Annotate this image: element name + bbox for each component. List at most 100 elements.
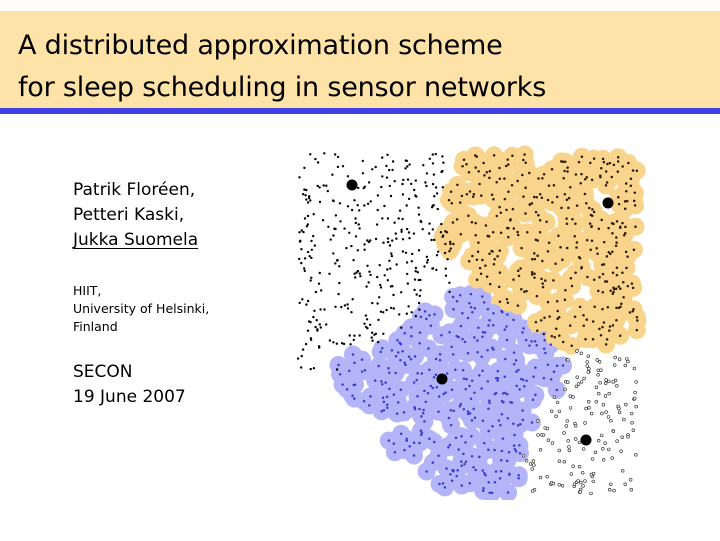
sensor-node (584, 337, 587, 341)
sensor-node (464, 460, 468, 464)
sensor-node (443, 251, 447, 255)
sensor-node (432, 204, 435, 207)
sensor-node (490, 491, 494, 495)
sensor-node (353, 397, 356, 400)
sensor-node (462, 158, 466, 162)
sensor-node (621, 165, 624, 168)
sensor-node (460, 194, 464, 198)
sensor-node (534, 210, 538, 214)
sensor-node (310, 248, 313, 251)
sensor-node (394, 371, 397, 375)
sensor-node (432, 375, 436, 379)
sensor-node (503, 328, 507, 331)
sensor-node (465, 378, 468, 381)
sensor-node (482, 301, 486, 304)
sensor-node (480, 387, 483, 390)
sensor-node (504, 164, 508, 168)
sensor-node (478, 374, 481, 377)
sensor-node (499, 459, 503, 462)
sensor-node (554, 414, 558, 418)
sensor-node (631, 310, 635, 313)
sensor-node (338, 202, 342, 205)
sensor-node (326, 189, 329, 193)
sensor-node (528, 344, 531, 347)
sensor-node (503, 391, 507, 395)
sensor-node (542, 332, 546, 336)
sensor-node (417, 213, 421, 216)
sensor-node (408, 445, 411, 448)
sensor-node (449, 247, 453, 250)
sensor-node (501, 437, 505, 440)
sensor-node (380, 410, 383, 413)
sensor-node (568, 324, 572, 327)
sensor-node (417, 301, 421, 305)
sensor-node (298, 240, 302, 243)
sensor-node (479, 272, 483, 276)
sensor-node (378, 296, 381, 299)
sensor-node (535, 195, 538, 199)
sensor-node (492, 263, 496, 266)
sensor-node (533, 257, 537, 261)
sensor-node (441, 235, 444, 238)
sensor-node (470, 419, 474, 422)
sensor-node (392, 393, 396, 396)
sensor-node (366, 264, 369, 267)
sensor-node (470, 455, 474, 458)
sensor-node (321, 219, 325, 222)
sensor-node (615, 236, 618, 239)
sensor-node (385, 308, 388, 312)
sensor-node (312, 234, 315, 238)
sensor-node (438, 358, 442, 362)
sensor-node (336, 165, 340, 169)
sensor-node (475, 155, 479, 158)
sensor-node (634, 453, 638, 457)
sensor-node (602, 160, 606, 164)
sensor-node (366, 202, 370, 205)
sensor-node (483, 331, 487, 334)
sensor-node (601, 447, 605, 451)
sensor-node (448, 331, 451, 334)
sensor-node (348, 231, 351, 234)
sensor-node (517, 368, 520, 372)
sensor-node (338, 281, 341, 285)
sensor-node (610, 221, 614, 225)
sensor-node (376, 194, 380, 197)
sensor-node (413, 278, 417, 281)
sensor-node (387, 367, 390, 370)
sensor-node (460, 484, 464, 487)
sensor-node (516, 233, 520, 237)
sensor-node (565, 246, 569, 250)
sensor-node (570, 344, 573, 347)
sensor-node (492, 311, 495, 315)
sensor-node (569, 277, 573, 280)
sensor-node (392, 442, 396, 445)
sensor-node (304, 194, 307, 197)
sensor-node (551, 481, 556, 486)
sensor-node (483, 174, 486, 177)
sensor-node (429, 384, 433, 388)
sensor-node (541, 282, 544, 285)
sensor-node (574, 173, 578, 176)
sensor-node (574, 222, 577, 225)
sensor-node (620, 435, 624, 439)
sensor-node (555, 400, 560, 405)
sensor-node (613, 355, 617, 360)
sensor-node (578, 305, 582, 309)
sensor-node (583, 177, 587, 181)
sensor-node (445, 230, 449, 234)
sensor-node (305, 198, 308, 201)
sensor-node (424, 400, 428, 404)
sensor-node (425, 172, 429, 175)
sensor-node (339, 220, 342, 223)
sensor-node (614, 244, 618, 248)
sensor-node (306, 329, 310, 332)
sensor-node (413, 355, 417, 358)
sensor-node (622, 417, 626, 422)
sensor-node (621, 469, 625, 473)
sensor-node (346, 175, 350, 178)
sensor-node (331, 199, 335, 202)
sensor-node (303, 166, 306, 170)
sensor-node (522, 327, 525, 330)
sensor-node (595, 246, 598, 250)
sensor-node (376, 302, 379, 305)
